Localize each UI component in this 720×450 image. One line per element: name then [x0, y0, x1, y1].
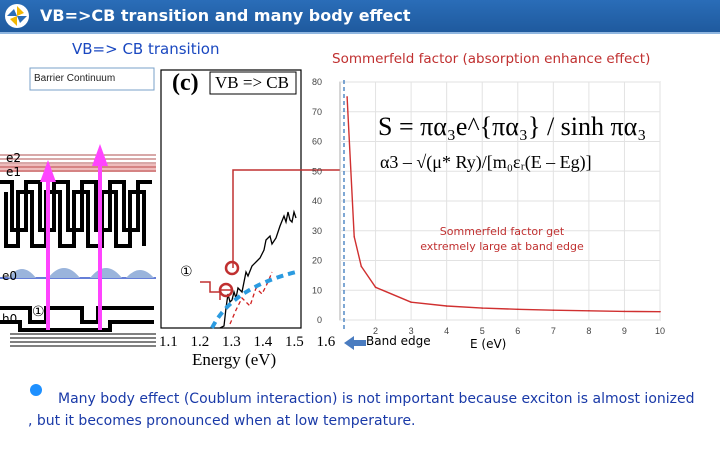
band-diagram — [0, 67, 156, 347]
sommerfeld-point — [410, 301, 412, 303]
level-h0-label: h0 — [2, 312, 18, 326]
y-tick-label: 50 — [312, 166, 322, 176]
sommerfeld-point — [623, 310, 626, 313]
spectrum-xtick: 1.5 — [285, 334, 304, 350]
barrier-continuum-label: Barrier Continuum — [34, 73, 116, 84]
x-tick-label: 2 — [373, 326, 378, 336]
sommerfeld-point — [552, 309, 555, 311]
continuum-lines — [0, 154, 156, 172]
spectrum-xtick: 1.2 — [190, 334, 210, 350]
quantum-well-cb — [0, 180, 152, 248]
y-tick-labels: 0 10 20 30 40 50 60 70 80 — [312, 77, 322, 325]
sommerfeld-point — [481, 307, 484, 309]
sommerfeld-point — [659, 310, 661, 313]
y-tick-label: 20 — [312, 256, 322, 266]
y-tick-label: 80 — [312, 77, 322, 87]
wavefunction-e0-1 — [8, 269, 36, 278]
sommerfeld-point — [445, 305, 448, 307]
vb-lines — [10, 333, 156, 347]
marker-one-left: ① — [32, 304, 45, 320]
x-axis-label: E (eV) — [470, 337, 507, 351]
sommerfeld-point — [374, 286, 377, 289]
spectrum-red-dashed — [229, 271, 273, 325]
level-e1-label: e1 — [6, 165, 22, 179]
spectrum-xticks: 1.1 1.2 1.3 1.4 1.5 1.6 — [159, 334, 335, 351]
spectrum-xtick: 1.1 — [159, 334, 178, 350]
plot-series — [346, 96, 661, 313]
spectrum-measured-line — [219, 209, 297, 329]
connector-lower — [219, 289, 233, 300]
x-tick-label: 5 — [480, 326, 485, 336]
x-tick-label: 6 — [515, 326, 520, 336]
sommerfeld-point — [516, 308, 519, 311]
transition-arrows — [40, 144, 108, 330]
panel-label: (c) — [172, 70, 199, 96]
y-tick-label: 70 — [312, 107, 322, 117]
x-tick-labels: 2 3 4 5 6 7 8 9 10 — [373, 326, 665, 336]
spectrum-panel — [160, 69, 302, 329]
band-edge-arrow-icon — [344, 336, 366, 350]
page-title: VB=>CB transition and many body effect — [40, 6, 411, 25]
y-tick-label: 10 — [312, 285, 322, 295]
marker-circle-upper — [224, 260, 240, 276]
section-subtitle: VB=> CB transition — [72, 40, 220, 58]
sommerfeld-point — [346, 96, 348, 98]
connector-upper — [232, 169, 344, 268]
x-tick-label: 9 — [622, 326, 627, 336]
barrier-continuum-box — [29, 67, 155, 91]
spectrum-xtick: 1.3 — [222, 334, 241, 350]
band-edge-label: Band edge — [366, 334, 431, 348]
spectrum-xtick: 1.6 — [316, 334, 336, 350]
logo-icon — [5, 4, 29, 28]
y-tick-label: 60 — [312, 137, 322, 147]
header-bar — [0, 0, 720, 34]
wavefunction-e0-2 — [48, 268, 80, 278]
marker-connector — [200, 281, 220, 293]
sommerfeld-curve — [346, 96, 661, 313]
plot-grid — [340, 81, 661, 321]
sommerfeld-point — [353, 235, 356, 238]
level-e2-label: e2 — [6, 151, 22, 165]
continuum-band — [0, 164, 156, 172]
x-tick-label: 4 — [444, 326, 449, 336]
x-tick-label: 3 — [409, 326, 414, 336]
sommerfeld-point — [360, 265, 363, 268]
sommerfeld-point — [588, 309, 590, 312]
x-tick-label: 7 — [551, 326, 556, 336]
x-tick-label: 10 — [655, 326, 665, 336]
marker-one-right: ① — [180, 264, 193, 280]
level-e0-label: e0 — [2, 269, 18, 283]
spectrum-legend-label: VB => CB — [215, 73, 289, 92]
y-tick-label: 0 — [317, 315, 322, 325]
sommerfeld-annotation: Sommerfeld factor get extremely large at… — [420, 225, 584, 253]
y-tick-label: 30 — [312, 226, 322, 236]
spectrum-blue-dashed — [210, 270, 297, 329]
bullet-note: Many body effect (Coublum interaction) i… — [28, 391, 695, 429]
spectrum-xlabel: Energy (eV) — [192, 350, 277, 369]
wavefunction-e0-4 — [126, 270, 154, 278]
sommerfeld-chart: 0 10 20 30 40 50 60 70 80 2 3 4 5 6 7 8 9 10 — [312, 77, 665, 336]
formula-sub: α3 – √(μ* Ry)/[m₀εᵣ(E – Eg)] — [380, 152, 592, 172]
spectrum-xtick: 1.4 — [253, 334, 273, 350]
formula-main: S = πα₃e^{πα₃} / sinh πα₃ — [378, 112, 647, 141]
x-tick-label: 8 — [586, 326, 591, 336]
plot-title: Sommerfeld factor (absorption enhance ef… — [332, 51, 651, 67]
bullet-icon — [30, 384, 42, 396]
spectrum-legend-box — [209, 71, 297, 95]
y-tick-label: 40 — [312, 196, 322, 206]
